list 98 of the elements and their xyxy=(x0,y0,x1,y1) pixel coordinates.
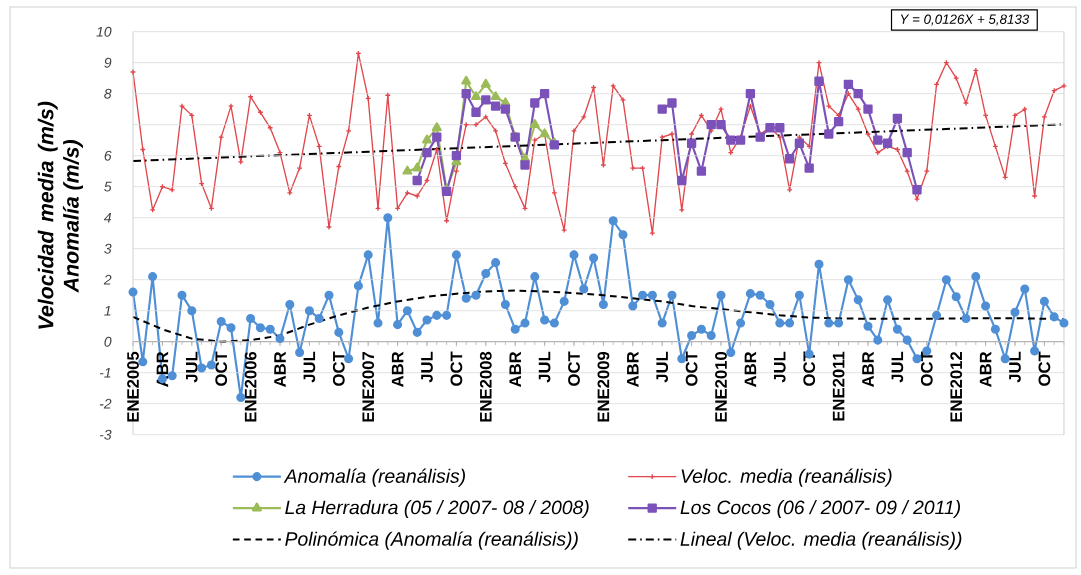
x-tick-label: ENE2005 xyxy=(127,351,139,422)
point xyxy=(431,122,442,132)
point xyxy=(530,98,540,108)
y-tick-label: -3 xyxy=(99,429,112,440)
point xyxy=(657,104,667,114)
point xyxy=(696,166,707,176)
point xyxy=(412,162,423,172)
point xyxy=(882,138,893,148)
point xyxy=(667,98,677,108)
x-tick-label: JUL xyxy=(1009,351,1021,383)
point xyxy=(784,154,795,164)
point xyxy=(500,104,511,114)
x-tick-label: OCT xyxy=(1038,351,1051,386)
point xyxy=(853,89,863,99)
point xyxy=(912,185,922,195)
x-tick-label: ABR xyxy=(744,351,757,387)
point xyxy=(422,134,432,144)
point xyxy=(804,163,814,173)
point xyxy=(490,91,501,101)
y-tick-label: 0 xyxy=(104,336,112,347)
x-tick-label: OCT xyxy=(685,351,698,386)
point xyxy=(735,135,746,145)
x-tick-label: OCT xyxy=(215,351,228,386)
y-tick-label: 2 xyxy=(103,274,112,285)
point xyxy=(892,113,903,124)
point xyxy=(432,132,442,142)
point xyxy=(412,175,422,186)
point xyxy=(471,107,481,117)
legend-label: Polinómica (Anomalía (reanálisis)) xyxy=(285,531,578,550)
y-tick-label: 5 xyxy=(104,181,112,192)
point xyxy=(794,138,805,148)
x-tick-label: ENE2010 xyxy=(715,351,727,422)
point xyxy=(833,116,844,127)
point xyxy=(461,89,471,99)
x-tick-label: ABR xyxy=(391,351,404,387)
y-tick-label: -2 xyxy=(99,398,112,409)
point xyxy=(824,129,834,139)
x-tick-label: JUL xyxy=(656,351,669,383)
x-tick-label: ABR xyxy=(979,351,992,387)
y-axis-title: Velocidad media (m/s) Anomalía (m/s) xyxy=(37,101,83,329)
y-tick-label: 4 xyxy=(103,212,112,223)
x-tick-label: OCT xyxy=(450,351,463,386)
point xyxy=(843,79,854,90)
x-tick-label: ENE2011 xyxy=(832,351,845,421)
x-tick-label: ENE2008 xyxy=(479,351,492,422)
x-tick-label: JUL xyxy=(538,351,551,383)
point xyxy=(520,160,530,170)
point xyxy=(873,135,883,145)
point xyxy=(539,89,550,99)
point xyxy=(686,138,697,148)
x-tick-label: OCT xyxy=(920,351,933,386)
x-tick-label: JUL xyxy=(185,351,198,383)
x-tick-label: JUL xyxy=(773,351,786,383)
point xyxy=(706,120,716,130)
point xyxy=(402,165,413,175)
point xyxy=(726,135,736,145)
y-tick-label: 6 xyxy=(104,150,112,161)
x-tick-label: ENE2007 xyxy=(362,352,375,422)
point xyxy=(755,132,765,142)
legend-label: Anomalía (reanálisis) xyxy=(283,468,465,487)
y-tick-label: 10 xyxy=(96,26,112,37)
point xyxy=(716,120,726,130)
y-tick-label: 3 xyxy=(104,243,112,254)
point xyxy=(775,123,785,133)
point xyxy=(677,175,687,186)
point xyxy=(490,101,501,111)
y-tick-label: 9 xyxy=(104,57,112,68)
point xyxy=(902,147,912,158)
x-tick-label: ABR xyxy=(509,351,521,387)
point xyxy=(529,119,540,129)
point xyxy=(745,89,756,99)
y-tick-label: -1 xyxy=(99,367,111,378)
x-tick-label: ENE2009 xyxy=(597,351,610,422)
legend-label: Lineal (Veloc. media (reanálisis)) xyxy=(680,531,962,550)
point xyxy=(814,76,824,86)
point xyxy=(461,75,472,85)
point xyxy=(422,147,432,158)
x-tick-label: OCT xyxy=(332,351,345,386)
x-tick-label: ENE2012 xyxy=(950,351,963,422)
legend-label: La Herradura (05 / 2007- 08 / 2008) xyxy=(285,500,589,519)
x-tick-label: OCT xyxy=(568,351,580,386)
x-tick-label: ENE2006 xyxy=(244,351,257,422)
x-tick-label: JUL xyxy=(891,351,904,383)
y-tick-label: 1 xyxy=(104,305,111,316)
x-tick-label: ABR xyxy=(627,351,639,387)
legend-label: Los Cocos (06 / 2007- 09 / 2011) xyxy=(680,500,960,519)
point xyxy=(451,151,462,161)
text: Y = 0,0126X + 5,8133 xyxy=(900,14,1030,26)
x-tick-label: ABR xyxy=(862,351,874,387)
x-tick-label: JUL xyxy=(303,351,316,383)
x-tick-label: JUL xyxy=(421,351,433,383)
x-tick-label: ABR xyxy=(274,351,286,387)
legend-label: Veloc. media (reanálisis) xyxy=(681,468,892,487)
point xyxy=(863,104,873,114)
point xyxy=(480,78,491,88)
y-tick-label: 8 xyxy=(104,88,112,99)
point xyxy=(481,95,491,105)
point xyxy=(471,91,481,101)
